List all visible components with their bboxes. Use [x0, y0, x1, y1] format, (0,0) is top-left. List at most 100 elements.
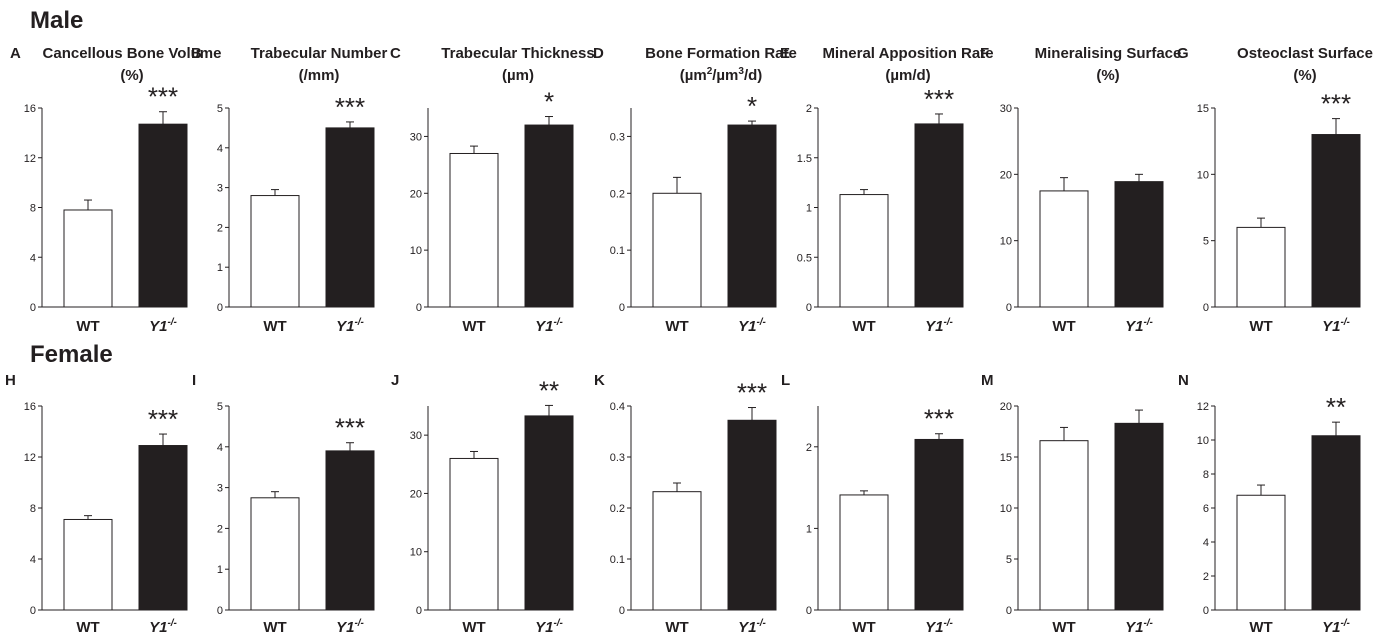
bar-y1-knockout [727, 124, 777, 308]
y-tick-label: 30 [410, 131, 422, 143]
panel-unit: (µm2/µm3/d) [680, 66, 763, 84]
y-tick-label: 16 [24, 401, 36, 413]
significance-label: *** [148, 404, 178, 434]
y-tick-label: 5 [217, 103, 223, 115]
bar-y1-knockout [1311, 134, 1361, 308]
panel-n: N 0 2 4 6 8 10 12 WT Y1-/- ** [1178, 372, 1361, 636]
y-tick-label: 2 [806, 442, 812, 454]
y-tick-label: 0 [30, 605, 36, 617]
x-label-y1-knockout: Y1-/- [336, 618, 364, 636]
panel-unit: (/mm) [299, 67, 340, 84]
y-tick-label: 0 [806, 605, 812, 617]
x-label-y1-knockout: Y1-/- [925, 618, 953, 636]
panel-title: Cancellous Bone Volume [43, 45, 222, 62]
bar-y1-knockout [727, 419, 777, 611]
x-label-wt: WT [76, 619, 99, 636]
panel-letter: E [780, 45, 790, 62]
bar-y1-knockout [1114, 181, 1164, 308]
y-tick-label: 6 [1203, 503, 1209, 515]
panel-l: L 0 1 2 WT Y1-/- *** [781, 372, 964, 636]
bar-y1-knockout [1311, 435, 1361, 611]
panel-title: Mineral Apposition Rate [822, 45, 993, 62]
y-tick-label: 0 [30, 302, 36, 314]
bar-wt [449, 457, 499, 611]
panel-title: Osteoclast Surface [1237, 45, 1373, 62]
y-tick-label: 12 [24, 153, 36, 165]
y-tick-label: 12 [1197, 401, 1209, 413]
bar-wt [839, 194, 889, 308]
bar-y1-knockout [1114, 422, 1164, 611]
y-tick-label: 0 [619, 605, 625, 617]
x-label-y1-knockout: Y1-/- [738, 317, 766, 335]
x-label-wt: WT [263, 318, 286, 335]
y-tick-label: 10 [1000, 503, 1012, 515]
y-tick-label: 1 [217, 564, 223, 576]
panel-m: M 0 5 10 15 20 WT Y1-/- [981, 372, 1164, 636]
significance-label: *** [924, 404, 954, 434]
x-label-wt: WT [263, 619, 286, 636]
panel-letter: K [594, 372, 605, 389]
bar-wt [1236, 226, 1286, 308]
y-tick-label: 0 [1203, 302, 1209, 314]
y-tick-label: 2 [217, 523, 223, 535]
panel-title: Bone Formation Rate [645, 45, 797, 62]
significance-label: ** [539, 375, 559, 405]
significance-label: *** [335, 413, 365, 443]
panel-letter: G [1177, 45, 1189, 62]
y-tick-label: 10 [1000, 236, 1012, 248]
y-tick-label: 20 [410, 488, 422, 500]
panel-letter: C [390, 45, 401, 62]
significance-label: *** [737, 378, 767, 408]
panel-letter: H [5, 372, 16, 389]
bar-wt [250, 195, 300, 308]
x-label-y1-knockout: Y1-/- [1125, 618, 1153, 636]
panel-title: Trabecular Thickness [441, 45, 594, 62]
bar-y1-knockout [524, 415, 574, 611]
x-label-y1-knockout: Y1-/- [336, 317, 364, 335]
x-label-wt: WT [76, 318, 99, 335]
bar-wt [1236, 494, 1286, 611]
panel-unit: (%) [1293, 67, 1316, 84]
y-tick-label: 0.2 [610, 503, 625, 515]
y-tick-label: 2 [1203, 571, 1209, 583]
panel-unit: (%) [1096, 67, 1119, 84]
panel-title: Mineralising Surface [1035, 45, 1182, 62]
panel-k: K 0 0.1 0.2 0.3 0.4 WT Y1-/- *** [594, 372, 777, 636]
y-tick-label: 0 [217, 302, 223, 314]
y-tick-label: 2 [217, 222, 223, 234]
x-label-wt: WT [1249, 318, 1272, 335]
male-group-title: Male [30, 7, 83, 34]
panel-e: E Mineral Apposition Rate (µm/d) 0 0.5 1 1.5 2 W… [780, 45, 994, 335]
significance-label: *** [148, 82, 178, 112]
x-label-wt: WT [1052, 619, 1075, 636]
y-tick-label: 8 [30, 503, 36, 515]
bar-y1-knockout [138, 445, 188, 611]
x-label-y1-knockout: Y1-/- [1322, 618, 1350, 636]
panel-g: G Osteoclast Surface (%) 0 5 10 15 WT Y1-/- *** [1177, 45, 1373, 335]
x-label-wt: WT [852, 318, 875, 335]
significance-label: ** [1326, 392, 1346, 422]
x-label-y1-knockout: Y1-/- [1125, 317, 1153, 335]
y-tick-label: 0.5 [797, 252, 812, 264]
y-tick-label: 15 [1000, 452, 1012, 464]
y-tick-label: 12 [24, 452, 36, 464]
panel-j: J 0 10 20 30 WT Y1-/- ** [391, 372, 574, 636]
y-tick-label: 0 [217, 605, 223, 617]
bar-y1-knockout [524, 124, 574, 308]
y-tick-label: 2 [806, 103, 812, 115]
x-label-wt: WT [1249, 619, 1272, 636]
y-tick-label: 1 [806, 523, 812, 535]
y-tick-label: 15 [1197, 103, 1209, 115]
x-label-y1-knockout: Y1-/- [535, 618, 563, 636]
y-tick-label: 0 [1006, 302, 1012, 314]
y-tick-label: 1.5 [797, 153, 812, 165]
y-tick-label: 1 [217, 262, 223, 274]
y-tick-label: 20 [1000, 401, 1012, 413]
panel-letter: F [980, 45, 989, 62]
significance-label: * [544, 87, 554, 117]
bar-wt [449, 152, 499, 308]
y-tick-label: 5 [1203, 236, 1209, 248]
y-tick-label: 0.3 [610, 452, 625, 464]
y-tick-label: 0.2 [610, 188, 625, 200]
